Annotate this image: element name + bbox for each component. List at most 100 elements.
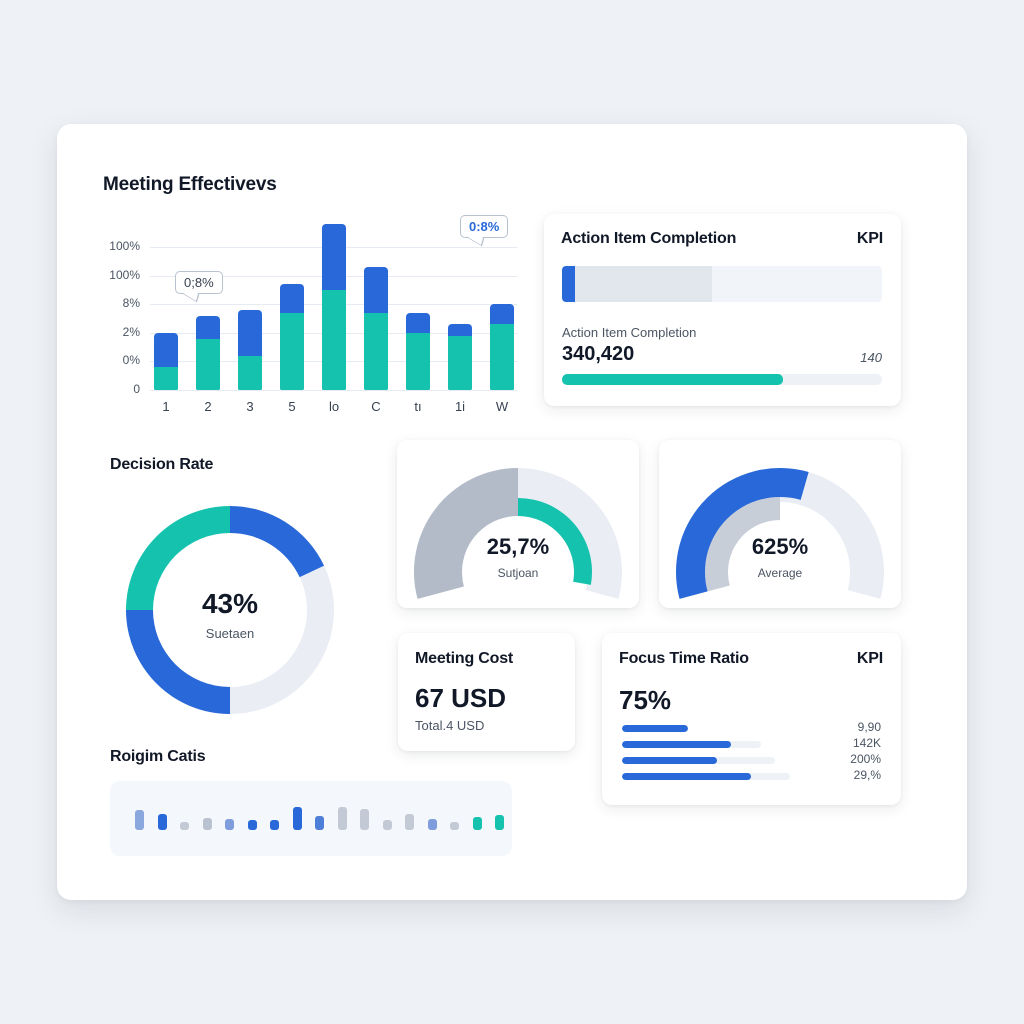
action-bar-gray-segment [562,266,713,302]
gauge-inner-gray [705,497,780,592]
mini-bar[interactable] [405,814,414,830]
y-axis-tick: 0 [133,382,140,396]
meeting-cost-caption: Total.4 USD [415,718,485,733]
bar-teal-segment [490,324,514,390]
bar[interactable] [448,324,472,390]
mini-bar[interactable] [202,818,212,830]
focus-bar-track [622,725,688,732]
meeting-cost-title: Meeting Cost [415,650,514,667]
mini-bar[interactable] [360,809,369,830]
bar-teal-segment [322,289,346,390]
action-progress-track [562,374,882,385]
x-axis-tick: 3 [246,399,254,414]
bar-teal-segment [406,332,430,390]
gauge-right-graphic [676,468,884,599]
y-axis-tick: 100% [109,267,140,282]
mini-bar[interactable] [495,815,504,830]
focus-time-card: Focus Time Ratio KPI 75% 9,90 142K 200% 29,… [602,633,901,805]
x-axis-tick: 1i [454,399,466,414]
mini-bar[interactable] [337,807,347,830]
y-axis-tick: 0% [122,353,140,368]
bar[interactable] [154,332,178,390]
focus-bar-track [622,741,761,748]
mini-bar[interactable] [450,822,459,830]
mini-bar[interactable] [427,819,437,830]
mini-bar[interactable] [382,820,392,830]
mini-bar[interactable] [292,807,302,830]
gauge-blue-segment [676,468,809,599]
focus-bar-value: 142K [852,736,881,750]
x-axis-tick: C [371,399,381,414]
focus-bar-fill [622,773,751,780]
bar[interactable] [238,309,262,390]
gauge-teal-segment [518,498,592,585]
focus-bar-value: 29,% [853,768,881,782]
gauge-left-caption: Sutjoan [497,566,539,580]
x-axis-tick: 1 [162,399,170,414]
meeting-cost-card: Meeting Cost 67 USD Total.4 USD [398,633,575,751]
action-progress-fill [562,374,783,385]
focus-bar-track [622,773,790,780]
gauge-gray-segment [414,468,518,599]
bar-teal-segment [448,335,472,390]
focus-bar-fill [622,741,732,748]
bar-teal-segment [280,312,304,390]
focus-time-value: 75% [619,685,672,715]
bar[interactable] [490,304,514,390]
bar[interactable] [322,224,346,390]
gauge-left-graphic [414,468,622,599]
effectiveness-title: Meeting Effectivevs [103,174,277,195]
bar[interactable] [406,312,430,390]
mini-bar[interactable] [472,817,482,830]
gauge-card-right: 625% Average [659,440,901,608]
x-axis-tick: W [495,399,509,414]
gauge-right-caption: Average [757,566,803,580]
action-value: 340,420 [562,343,635,365]
mini-bar[interactable] [135,810,144,830]
x-axis-tick: tı [414,399,422,414]
mini-bar[interactable] [157,814,167,830]
donut-slice [126,506,230,610]
bar-teal-segment [238,355,262,390]
meeting-cost-value: 67 USD [415,683,507,713]
gauge-card-left: 25,7% Sutjoan [397,440,639,608]
gauge-right-value: 625% [751,534,809,559]
focus-bars: 9,90 142K 200% 29,% [602,633,901,805]
bar-tooltip-left: 0;8% [175,271,223,294]
x-axis-tick: 5 [288,399,296,414]
x-axis-tick: 2 [204,399,212,414]
y-axis-tick: 100% [109,239,140,253]
focus-bar-value: 9,90 [857,720,881,734]
focus-kpi-badge: KPI [856,650,883,667]
donut-slice [230,565,334,714]
donut-slice [126,610,230,714]
bar-teal-segment [364,312,388,390]
decision-value: 43% [201,588,259,619]
focus-bar-fill [622,757,717,764]
action-card-title: Action Item Completion [561,230,737,247]
focus-bar-value: 200% [850,752,881,766]
decision-caption: Suetaen [205,626,255,641]
bar[interactable] [280,284,304,390]
action-bar-blue-segment [562,266,575,302]
action-stacked-bar [562,266,882,302]
bar[interactable] [364,267,388,390]
mini-bar[interactable] [247,820,257,830]
bar-teal-segment [154,367,178,390]
action-item-card: Action Item Completion KPI Action Item C… [544,214,901,406]
gauge-left-value: 25,7% [486,534,550,559]
focus-bar-track [622,757,776,764]
action-sub-label: Action Item Completion [562,325,697,340]
donut-slice [230,506,325,578]
mini-bar[interactable] [270,820,279,830]
focus-bar-fill [622,725,688,732]
mini-bar[interactable] [225,819,234,830]
mini-bar[interactable] [315,816,324,830]
bar[interactable] [196,315,220,390]
dashboard-panel: Meeting Effectivevs 100% 100% 8% 2% 0% 0 1 2 3 5 l… [57,124,967,900]
mini-bar[interactable] [180,822,189,830]
mini-bar-chart [110,781,512,856]
donut-chart-graphic [126,506,334,714]
decision-donut: 43% Suetaen [126,506,334,714]
